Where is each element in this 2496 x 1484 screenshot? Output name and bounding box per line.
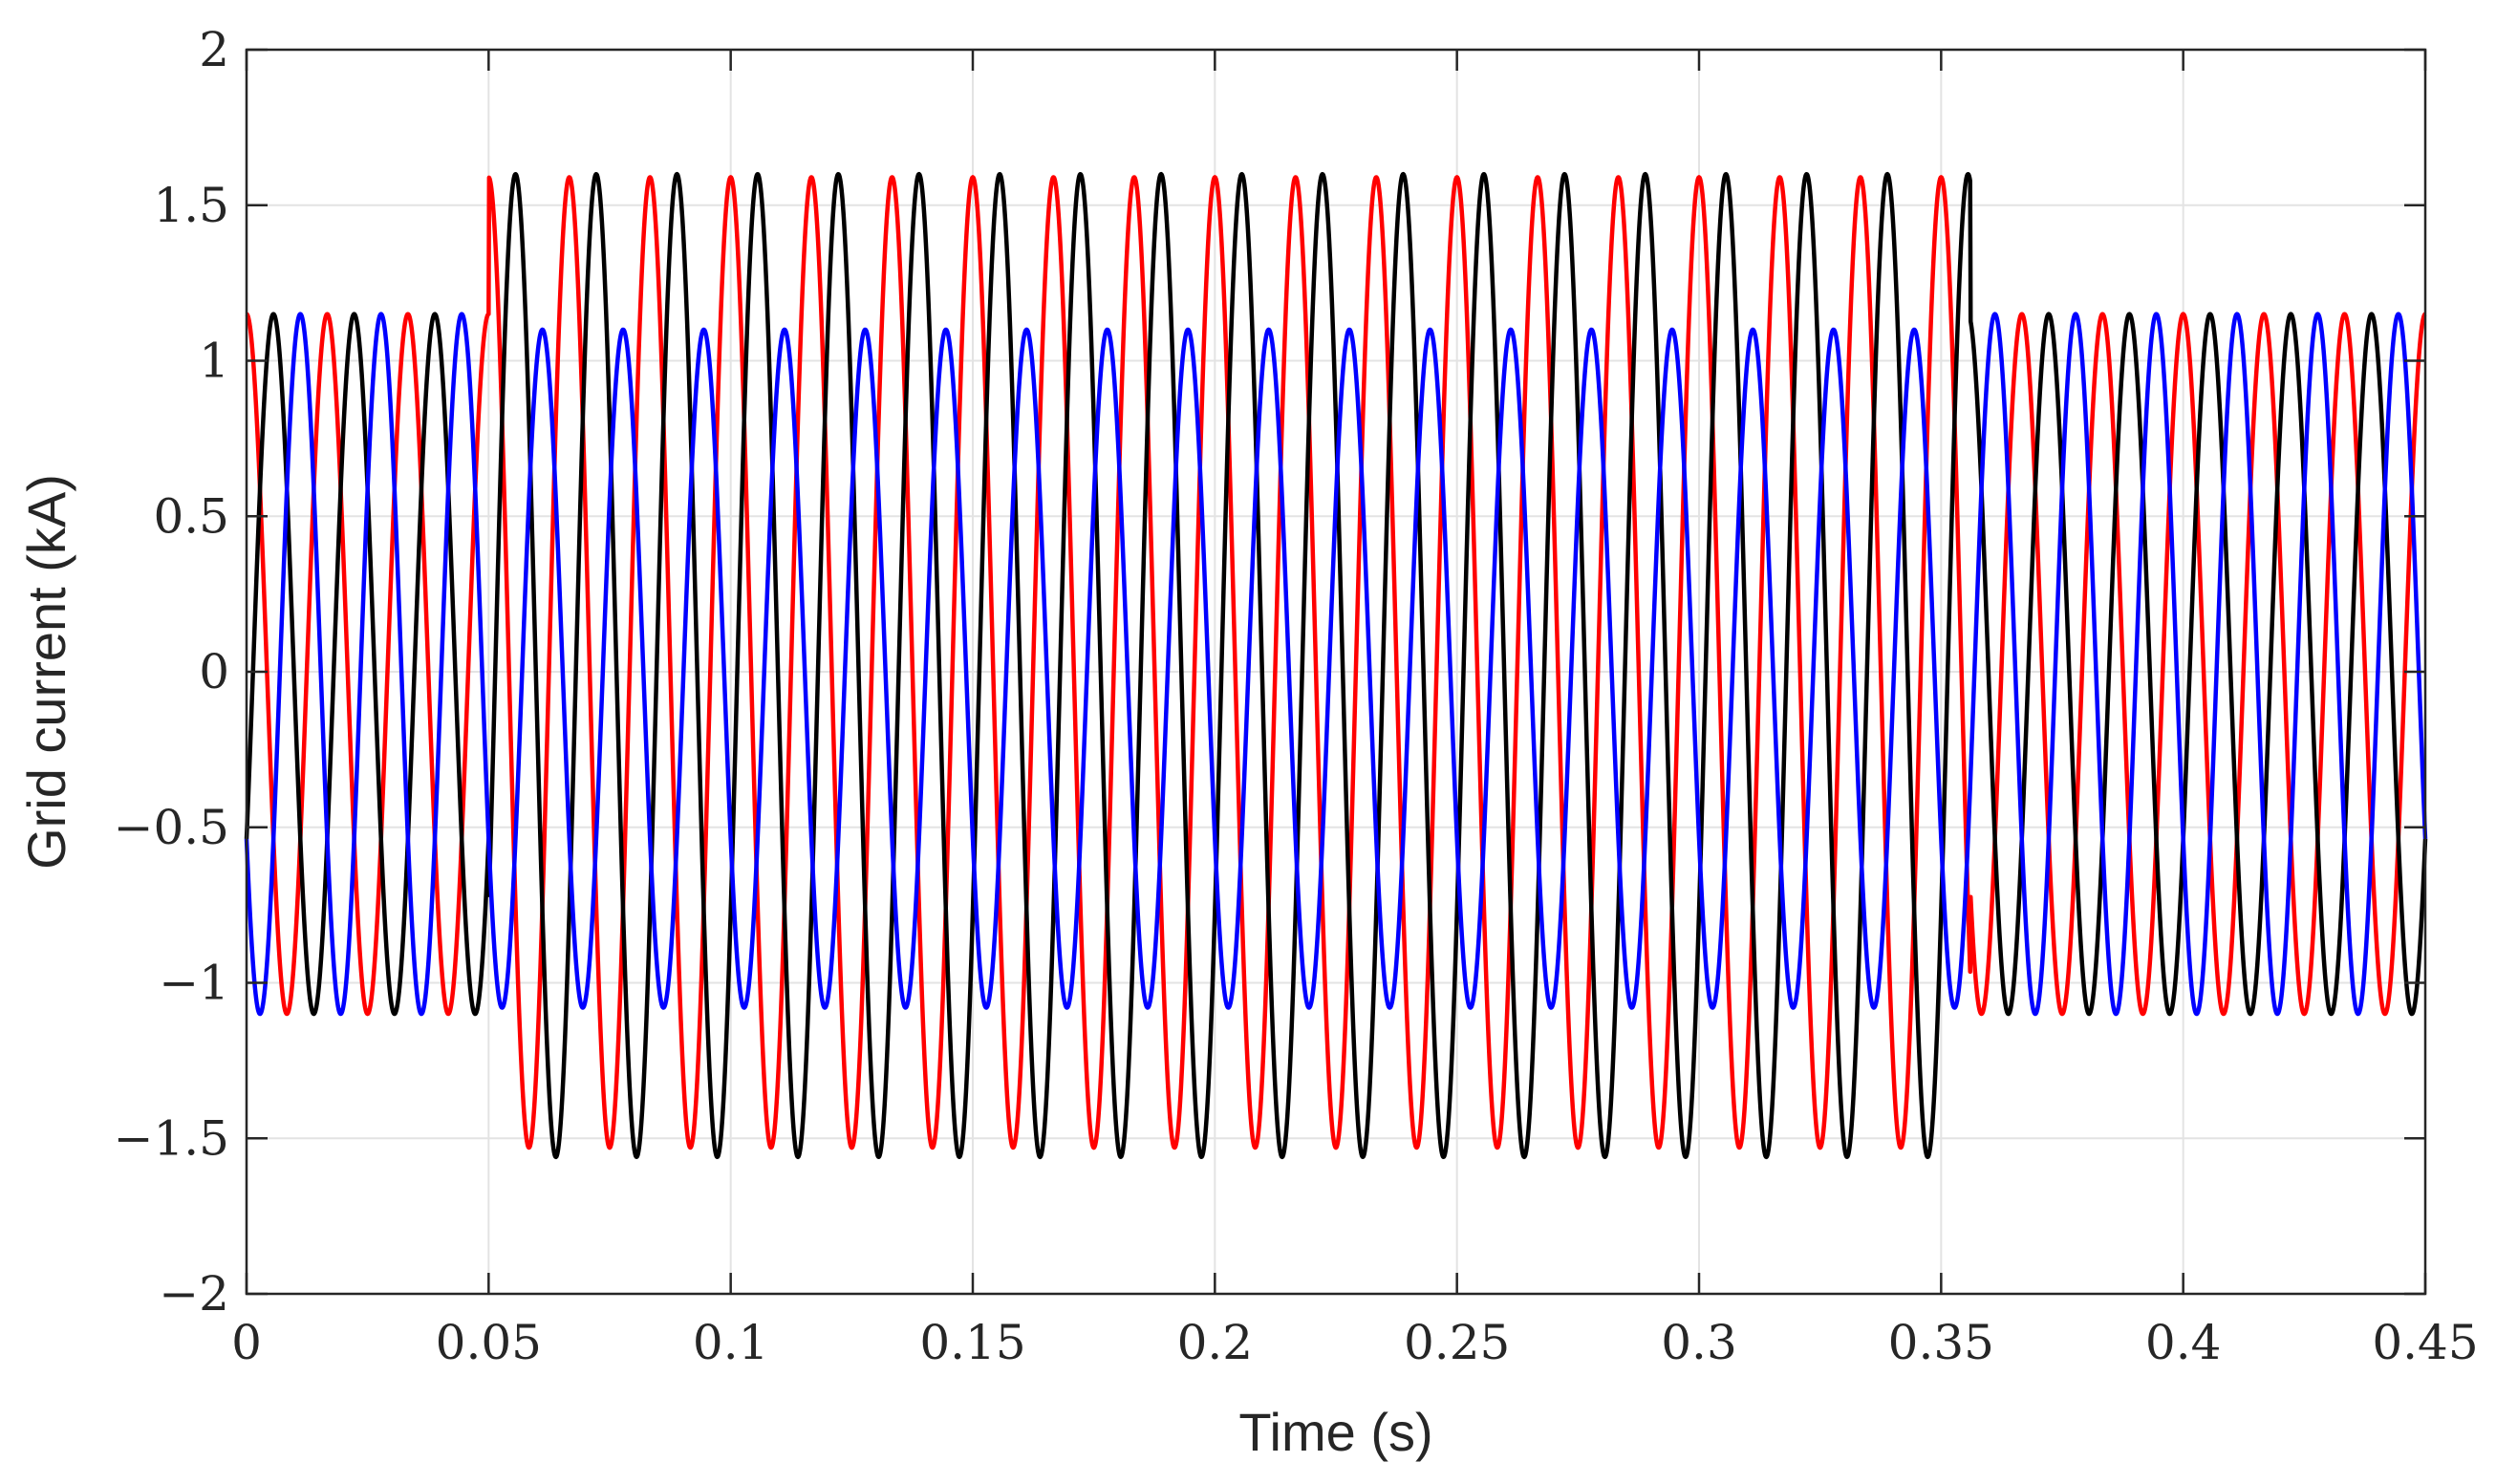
x-axis-label: Time (s) — [1238, 1402, 1432, 1462]
x-tick-label: 0.3 — [1661, 1315, 1737, 1370]
x-tick-label: 0.15 — [919, 1315, 1025, 1370]
y-tick-label: −0.5 — [114, 800, 229, 855]
y-tick-label: 1.5 — [153, 178, 229, 233]
x-tick-label: 0.05 — [436, 1315, 542, 1370]
y-tick-label: −2 — [159, 1266, 229, 1322]
y-tick-label: 0.5 — [153, 488, 229, 544]
x-tick-label: 0.2 — [1177, 1315, 1254, 1370]
x-tick-label: 0.1 — [693, 1315, 769, 1370]
y-axis-label: Grid current (kA) — [16, 474, 76, 870]
y-tick-label: 1 — [199, 333, 229, 389]
x-tick-label: 0.4 — [2145, 1315, 2222, 1370]
y-tick-label: 2 — [199, 22, 229, 77]
tick-labels: 0 0.05 0.1 0.15 0.2 0.25 0.3 0.35 0.4 0.45 2 1.5 1 0.… — [114, 22, 2479, 1370]
x-tick-label: 0 — [231, 1315, 262, 1370]
y-tick-label: −1 — [159, 956, 229, 1011]
series-line-1 — [245, 175, 2427, 1151]
series-group — [244, 171, 2428, 1160]
y-tick-label: −1.5 — [114, 1110, 229, 1166]
y-tick-label: 0 — [199, 644, 229, 699]
ticks — [245, 48, 2427, 1296]
x-tick-label: 0.45 — [2372, 1315, 2478, 1370]
series-line-3 — [244, 312, 2428, 1017]
x-tick-label: 0.25 — [1404, 1315, 1510, 1370]
x-tick-label: 0.35 — [1888, 1315, 1994, 1370]
